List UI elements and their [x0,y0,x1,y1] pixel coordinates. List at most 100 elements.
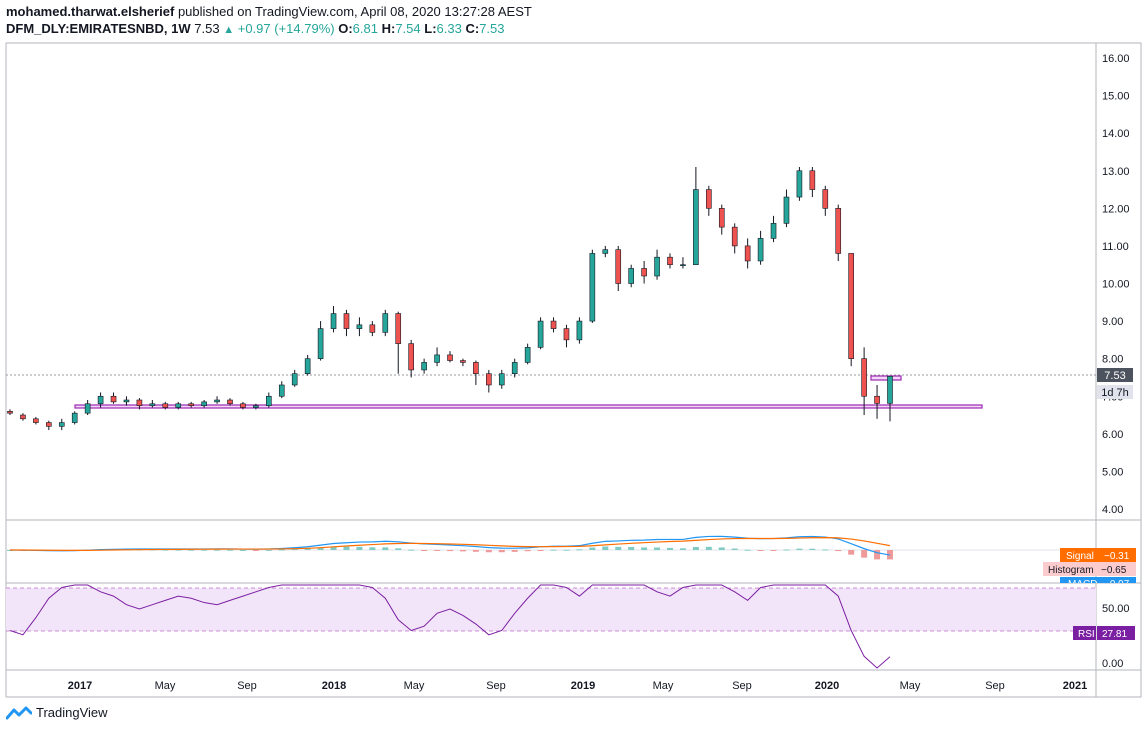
time-tick-label: 2018 [322,680,346,692]
candle-body [343,313,350,329]
candle-body [718,208,725,228]
candle-body [757,238,764,262]
rsi-tick-50: 50.00 [1102,603,1130,615]
last-price: 7.53 [194,21,220,36]
price-tick-label: 15.00 [1102,91,1130,103]
macd-histogram-bar [537,550,544,551]
time-tick-label: Sep [985,680,1005,692]
signal-badge [1060,548,1136,562]
time-tick-label: 2020 [815,680,839,692]
candle-body [136,399,143,406]
rsi-label: RSI [1078,629,1095,640]
macd-histogram-bar [291,549,298,551]
candle-body [110,395,117,403]
candle-body [628,268,634,284]
candle-body [550,320,557,329]
macd-histogram-bar [589,547,596,550]
candle-body [498,373,505,386]
candle-body [149,403,156,406]
candle-body [84,403,91,414]
macd-histogram-bar [524,550,531,552]
macd-histogram-bar [796,548,803,550]
macd-histogram-bar [809,548,816,550]
candle-body [667,256,673,266]
candle-body [330,313,337,329]
candle-body [58,422,65,427]
symbol-name[interactable]: DFM_DLY:EMIRATESNBD, 1W [6,21,191,36]
author-name[interactable]: mohamed.tharwat.elsherief [6,4,175,19]
macd-histogram-bar [731,548,738,550]
candle-body [175,403,182,408]
macd-histogram-bar [770,550,777,551]
candle-body [783,196,790,224]
candle-body [537,320,544,348]
last-price-badge [1097,368,1133,382]
macd-histogram-bar [705,546,712,550]
macd-histogram-bar [382,547,389,550]
macd-histogram-bar [356,546,363,550]
macd-histogram-bar [317,547,324,550]
price-change: +0.97 (+14.79%) [237,21,335,36]
low-label: L: [424,21,437,36]
time-tick-label: 2017 [68,680,92,692]
candle-body [20,414,26,420]
time-tick-label: 2021 [1063,680,1087,692]
publisher-line: mohamed.tharwat.elsherief published on T… [6,4,532,19]
time-tick-label: Sep [486,680,506,692]
macd-histogram-bar [628,546,635,550]
macd-histogram-bar [835,550,842,552]
price-tick-label: 11.00 [1102,241,1129,253]
price-axis[interactable]: 16.00 15.00 14.00 13.00 12.00 11.00 10.00 9.00 8… [1102,53,1130,516]
macd-pane[interactable] [6,535,1096,560]
macd-histogram-bar [162,549,169,551]
macd-histogram-bar [783,549,790,551]
candle-body [524,347,531,363]
candle-body [421,362,427,371]
macd-histogram-bar [395,548,402,550]
candle-body [291,373,298,386]
price-tick-label: 8.00 [1102,354,1123,366]
triangle-up-icon: ▲ [223,24,235,36]
candle-body [861,358,867,397]
candle-body [369,324,376,333]
macd-histogram-bar [822,549,829,551]
time-tick-label: Sep [732,680,752,692]
histogram-badge [1043,562,1136,576]
candle-body [162,403,169,408]
candle-body [589,253,596,322]
macd-histogram-bar [201,549,208,551]
last-price-badge-text: 7.53 [1104,370,1125,382]
macd-histogram-bar [602,546,609,550]
countdown-badge [1097,385,1133,399]
rsi-band [6,588,1096,631]
macd-histogram-bar [874,550,881,560]
price-tick-label: 14.00 [1102,128,1130,140]
macd-histogram-bar [188,549,195,551]
rsi-tick-0: 0.00 [1102,658,1123,670]
macd-histogram-bar [472,550,479,552]
candle-body [822,189,829,209]
signal-value: −0.31 [1104,551,1130,562]
candle-body [511,362,518,374]
time-tick-label: May [653,680,674,692]
macd-histogram-bar [252,550,259,551]
macd-histogram-bar [550,549,557,551]
macd-histogram-bar [227,549,233,551]
candle-body [796,170,803,198]
price-tick-label: 13.00 [1102,166,1130,178]
tradingview-footer[interactable]: TradingView [6,705,108,720]
countdown-text: 1d 7h [1101,387,1129,399]
price-tick-label: 9.00 [1102,316,1123,328]
candle-body [46,422,52,427]
support-rectangle[interactable] [74,404,983,409]
macd-histogram-bar [744,549,751,551]
macd-histogram-bar [343,546,350,550]
macd-histogram-bar [447,550,453,552]
candle-body [253,405,259,408]
open-label: O: [338,21,353,36]
resistance-rectangle[interactable] [870,375,902,381]
high-label: H: [381,21,396,36]
candle-body [887,376,893,404]
time-axis[interactable]: 2017 May Sep 2018 May Sep 2019 May Sep 2020 May Sep… [68,680,1087,692]
